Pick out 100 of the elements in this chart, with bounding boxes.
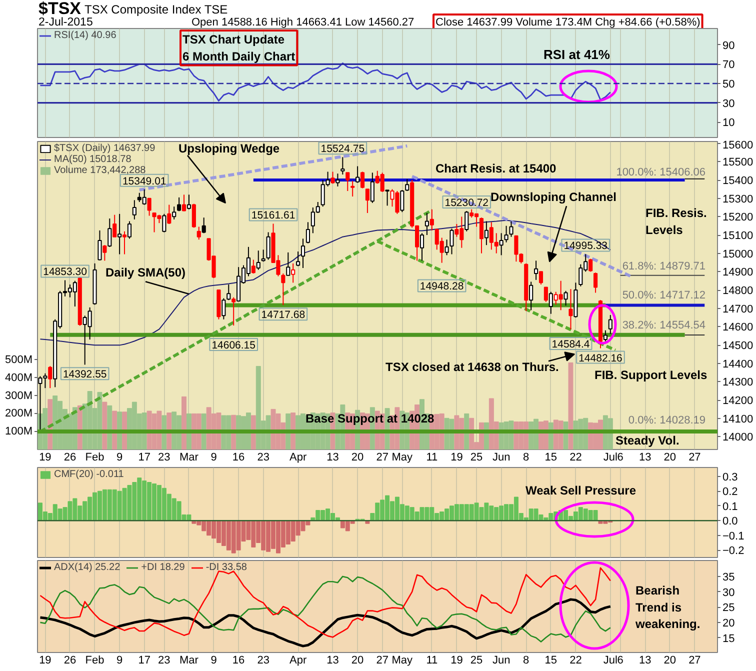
y-tick-label: 14300	[722, 376, 754, 389]
legend-label: RSI(14) 40.96	[54, 30, 116, 41]
x-tick-label: Feb	[85, 452, 104, 464]
x-tick-label: 17	[138, 654, 150, 666]
annotation: 14584.4	[552, 338, 590, 350]
annotation: Weak Sell Pressure	[526, 484, 636, 498]
annotation: 14482.16	[578, 352, 623, 364]
x-tick-label: 8	[523, 452, 530, 464]
annotation: 15349.01	[122, 175, 166, 188]
x-tick-label: 13	[638, 452, 652, 464]
annotation: 14948.28	[420, 280, 464, 293]
annotation: Open 14588.16 High 14663.41 Low 14560.27	[192, 16, 414, 28]
x-tick-label: 9	[210, 654, 217, 666]
y-tick-label: 0.2	[722, 486, 738, 498]
y-tick-label: 15300	[722, 193, 754, 206]
y2-tick-label: 200M	[4, 408, 33, 420]
y-tick-label: 15200	[722, 212, 754, 224]
legend-label: Volume 173,442,288	[54, 165, 146, 176]
y-tick-label: 30	[722, 98, 735, 110]
y-tick-label: 10	[722, 117, 735, 130]
annotation: 14853.30	[43, 266, 88, 278]
annotation: TSX Chart Update 6 Month Daily Chart	[182, 32, 296, 64]
x-tick-label: Apr	[289, 654, 307, 666]
annotation: 15161.61	[251, 210, 296, 222]
y-tick-label: 25	[722, 602, 735, 614]
y-tick-label: 14600	[722, 322, 754, 334]
x-tick-label: 20	[351, 452, 364, 464]
x-tick-label: Jun	[492, 654, 510, 666]
annotation: 0.0%: 14028.19	[628, 414, 706, 427]
annotation: Downsloping Channel	[490, 190, 616, 204]
x-tick-label: 15	[544, 654, 558, 666]
annotation: 50.0%: 14717.12	[622, 290, 706, 302]
x-tick-label: Apr	[289, 452, 307, 464]
x-tick-label: Feb	[85, 654, 104, 666]
y-tick-label: 15100	[722, 230, 754, 242]
x-tick-label: 6	[617, 654, 624, 666]
x-tick-label: 15	[544, 452, 558, 464]
annotation: Steady Vol.	[616, 434, 680, 448]
annotation: Close 14637.99 Volume 173.4M Chg +84.66 (+0.58%)	[436, 16, 700, 28]
x-tick-label: 19	[450, 452, 463, 464]
y-tick-label: 14800	[722, 285, 754, 297]
legend-label: ADX(14) 25.22	[54, 562, 120, 573]
legend-label: -DI 33.58	[206, 562, 247, 573]
y-tick-label: 15500	[722, 156, 754, 169]
y2-tick-label: 400M	[4, 372, 33, 384]
x-tick-label: 19	[450, 654, 463, 666]
x-tick-label: 26	[64, 452, 76, 464]
y-tick-label: 20	[722, 617, 735, 630]
legend-label: CMF(20) -0.011	[54, 469, 124, 480]
annotation: Bearish Trend is weakening.	[634, 584, 700, 632]
x-tick-label: 17	[138, 452, 150, 464]
y-tick-label: 14900	[722, 266, 754, 279]
x-tick-label: 27	[376, 452, 388, 464]
legend-label: +DI 18.29	[141, 562, 185, 573]
annotation: RSI at 41%	[544, 47, 610, 62]
x-tick-label: 22	[570, 654, 582, 666]
y-tick-label: 15	[722, 632, 735, 645]
annotation: Daily SMA(50)	[106, 266, 186, 280]
annotation: 15524.75	[320, 143, 365, 156]
x-tick-label: 6	[617, 452, 624, 464]
annotation: 14392.55	[62, 368, 107, 381]
y-tick-label: 14400	[722, 358, 754, 370]
x-tick-label: Mar	[179, 654, 199, 666]
y-tick-label: 14500	[722, 340, 754, 352]
annotation: 100.0%: 15406.06	[616, 166, 706, 178]
x-tick-label: May	[392, 452, 414, 464]
y-tick-label: 0.1	[722, 500, 738, 513]
y-tick-label: 50	[722, 78, 735, 90]
x-tick-label: 13	[326, 452, 339, 464]
y-tick-label: 14700	[722, 303, 754, 316]
x-tick-label: 16	[232, 452, 245, 464]
annotation: 15230.72	[444, 197, 489, 210]
y-tick-label: 15600	[722, 140, 754, 152]
x-tick-label: 23	[257, 452, 270, 464]
x-tick-label: Mar	[179, 452, 199, 464]
annotation: 14717.68	[261, 309, 306, 322]
annotation: 38.2%: 14554.54	[622, 319, 706, 332]
x-tick-label: 16	[232, 654, 245, 666]
y-tick-label: 15000	[722, 248, 754, 260]
x-tick-label: 19	[39, 452, 52, 464]
legend-label: $TSX (Daily) 14637.99	[54, 143, 156, 154]
y2-tick-label: 300M	[4, 390, 33, 402]
chart-title: $TSX	[38, 0, 82, 18]
x-tick-label: May	[392, 654, 414, 666]
x-tick-label: Jul	[603, 452, 618, 464]
x-tick-label: 20	[351, 654, 364, 666]
annotation: FIB. Resis. Levels	[646, 206, 707, 237]
annotation: 14606.15	[212, 339, 256, 352]
x-tick-label: 9	[116, 452, 123, 464]
x-tick-label: 11	[426, 654, 438, 666]
x-tick-label: Jun	[492, 452, 510, 464]
y2-tick-label: 500M	[4, 354, 33, 366]
y-tick-label: −0.1	[722, 530, 744, 542]
x-tick-label: 9	[116, 654, 123, 666]
annotation: 61.8%: 14879.71	[622, 260, 706, 273]
x-tick-label: 27	[688, 654, 701, 666]
annotation: FIB. Support Levels	[594, 368, 708, 382]
x-tick-label: 19	[39, 654, 52, 666]
y-tick-label: −0.2	[722, 545, 744, 558]
x-tick-label: 27	[376, 654, 388, 666]
